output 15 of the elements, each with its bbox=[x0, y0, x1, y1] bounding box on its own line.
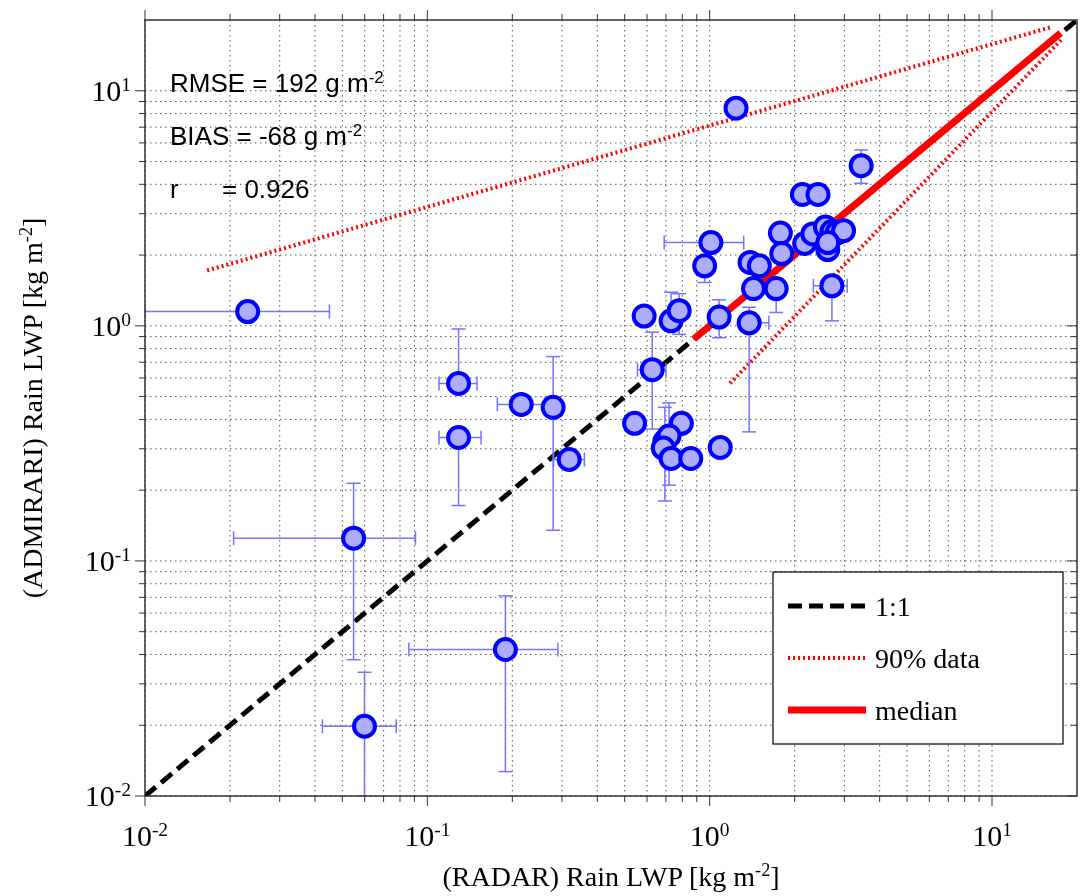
legend-label: 1:1 bbox=[875, 591, 911, 622]
x-tick-label: 10$^{1}$ bbox=[972, 818, 1012, 852]
x-tick-label: 10$^{0}$ bbox=[689, 818, 730, 852]
x-tick-label: 10$^{-1}$ bbox=[404, 818, 451, 852]
annotation: BIAS = -68 g m$^{-2}$ bbox=[170, 120, 363, 151]
legend-label: median bbox=[875, 695, 958, 726]
y-tick-label: 10$^{-2}$ bbox=[84, 778, 131, 812]
x-axis-title: (RADAR) Rain LWP [kg m$^{-2}$] bbox=[442, 860, 780, 892]
y-tick-label: 10$^{1}$ bbox=[91, 73, 131, 107]
x-tick-label: 10$^{-2}$ bbox=[121, 818, 169, 852]
y-tick-label: 10$^{-1}$ bbox=[84, 543, 131, 577]
y-tick-label: 10$^{0}$ bbox=[91, 308, 131, 342]
legend-label: 90% data bbox=[875, 643, 981, 674]
annotation: RMSE = 192 g m$^{-2}$ bbox=[170, 67, 384, 98]
annotation: r = 0.926 bbox=[170, 174, 310, 204]
